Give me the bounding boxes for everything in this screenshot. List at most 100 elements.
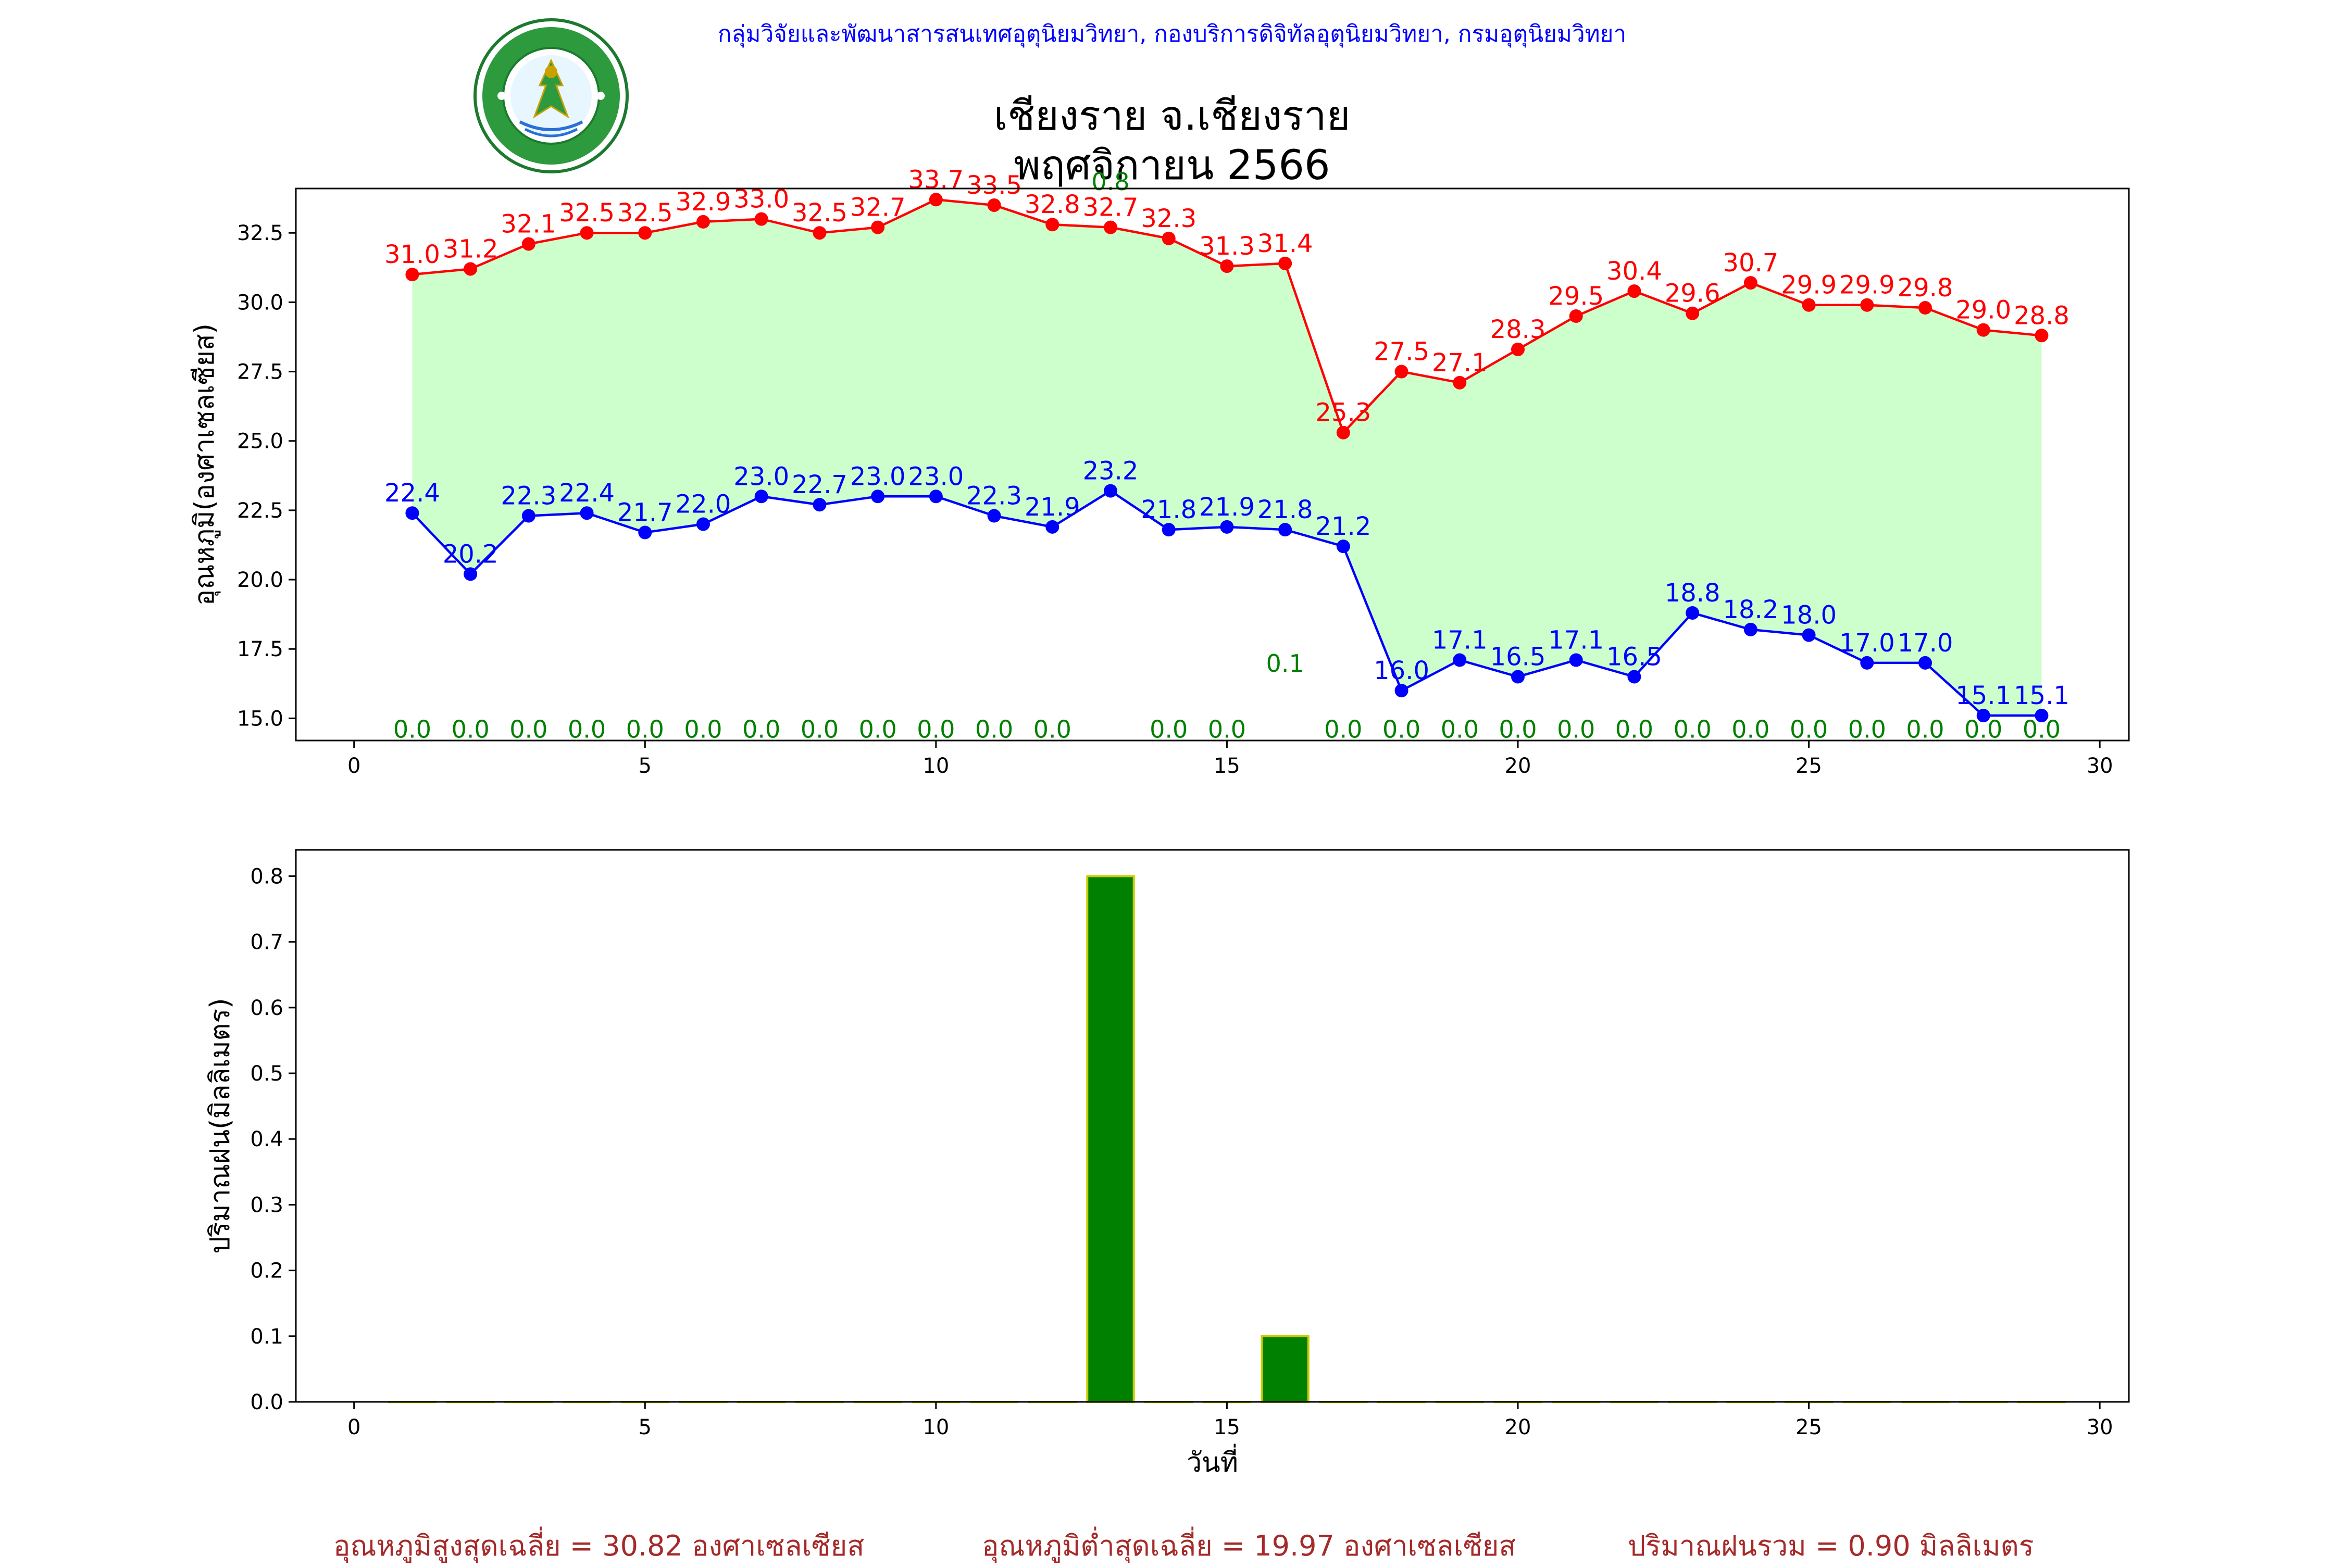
rain-value-label: 0.0: [859, 716, 897, 744]
y-tick-label: 0.3: [250, 1193, 283, 1217]
chart-title-station: เชียงราย จ.เชียงราย: [993, 93, 1351, 140]
y-tick-label: 30.0: [237, 291, 283, 315]
max-temp-label: 29.9: [1839, 271, 1895, 300]
rain-value-label: 0.0: [1499, 716, 1537, 744]
y-tick-label: 0.0: [250, 1390, 283, 1414]
meteorological-department-logo: [473, 18, 629, 173]
rain-value-label: 0.0: [393, 716, 431, 744]
min-temp-label: 21.8: [1257, 495, 1313, 524]
max-temp-label: 32.5: [559, 198, 615, 228]
min-temp-point: [1336, 540, 1350, 554]
min-temp-label: 23.0: [850, 462, 906, 491]
x-tick-label: 0: [347, 754, 360, 778]
max-temp-point: [1918, 301, 1932, 315]
min-temp-label: 22.7: [792, 470, 847, 499]
rain-value-label: 0.0: [1906, 716, 1944, 744]
min-temp-point: [1220, 520, 1234, 534]
min-temp-label: 18.2: [1723, 595, 1778, 624]
max-temp-point: [1220, 259, 1234, 273]
min-temp-label: 18.8: [1665, 579, 1720, 608]
max-temp-point: [754, 212, 768, 226]
y-tick-label: 22.5: [237, 499, 283, 523]
max-temp-label: 31.3: [1199, 232, 1255, 261]
max-temp-point: [464, 262, 478, 276]
min-temp-point: [1743, 622, 1757, 636]
min-temp-point: [1278, 523, 1292, 537]
min-temp-label: 16.5: [1490, 642, 1546, 671]
rain-value-label: 0.0: [1382, 716, 1420, 744]
min-temp-point: [1453, 653, 1467, 667]
max-temp-point: [405, 268, 419, 282]
max-temp-point: [521, 237, 535, 251]
min-temp-point: [580, 506, 594, 520]
y-tick-label: 0.5: [250, 1062, 283, 1086]
min-temp-point: [405, 506, 419, 520]
min-temp-point: [1802, 628, 1816, 642]
summary-avg-max-temp: อุณหภูมิสูงสุดเฉลี่ย = 30.82 องศาเซลเซีย…: [333, 1529, 865, 1562]
min-temp-point: [1569, 653, 1583, 667]
rain-value-label: 0.0: [975, 716, 1013, 744]
rain-value-label: 0.0: [1674, 716, 1712, 744]
x-tick-label: 5: [639, 754, 652, 778]
min-temp-point: [1686, 606, 1700, 620]
min-temp-point: [929, 490, 943, 504]
rain-value-label: 0.0: [801, 716, 839, 744]
summary-total-rain: ปริมาณฝนรวม = 0.90 มิลลิเมตร: [1628, 1529, 2034, 1562]
x-tick-label: 30: [2087, 1415, 2113, 1439]
rain-value-label: 0.0: [1033, 716, 1071, 744]
x-tick-label: 10: [922, 1415, 949, 1439]
max-temp-label: 31.4: [1257, 229, 1313, 258]
temperature-plot: 31.0 22.4 0.0 31.2 20.2 0.0 32.1 22.3 0.0 32.5 22.…: [189, 165, 2130, 778]
x-axis-label: วันที่: [1187, 1444, 1238, 1478]
x-tick-label: 20: [1505, 1415, 1531, 1439]
rain-value-label: 0.0: [1790, 716, 1828, 744]
y-tick-label: 27.5: [237, 360, 283, 384]
chart-title-month: พฤศจิกายน 2566: [1014, 142, 1330, 189]
min-temp-label: 22.3: [966, 482, 1022, 511]
max-temp-label: 27.1: [1432, 348, 1488, 378]
max-temp-point: [987, 198, 1001, 212]
y-tick-label: 17.5: [237, 637, 283, 661]
max-temp-point: [1569, 309, 1583, 323]
max-temp-label: 28.8: [2014, 301, 2069, 330]
rain-value-label: 0.0: [568, 716, 606, 744]
max-temp-point: [929, 193, 943, 207]
max-temp-point: [1860, 298, 1874, 312]
max-temp-label: 31.0: [384, 240, 440, 269]
max-temp-point: [1453, 375, 1467, 390]
max-temp-point: [813, 226, 827, 240]
max-temp-label: 32.5: [617, 198, 673, 228]
min-temp-point: [1976, 709, 1990, 723]
min-temp-label: 21.2: [1315, 512, 1371, 541]
min-temp-label: 21.9: [1025, 493, 1080, 522]
max-temp-label: 33.0: [733, 185, 789, 214]
max-temp-label: 27.5: [1374, 337, 1429, 367]
rain-value-label: 0.0: [742, 716, 780, 744]
x-tick-label: 25: [1796, 1415, 1822, 1439]
max-temp-label: 30.4: [1606, 257, 1662, 286]
min-temp-point: [521, 509, 535, 523]
x-tick-label: 10: [922, 754, 949, 778]
min-temp-label: 16.5: [1606, 642, 1662, 671]
x-tick-label: 5: [639, 1415, 652, 1439]
min-temp-point: [1918, 656, 1932, 670]
max-temp-point: [1743, 276, 1757, 290]
summary-avg-min-temp: อุณหภูมิต่ำสุดเฉลี่ย = 19.97 องศาเซลเซีย…: [982, 1529, 1516, 1562]
rain-value-label: 0.0: [1964, 716, 2002, 744]
max-temp-point: [1511, 342, 1525, 356]
min-temp-label: 15.1: [1955, 681, 2011, 710]
y-tick-label: 20.0: [237, 568, 283, 592]
x-tick-label: 20: [1505, 754, 1531, 778]
min-temp-label: 17.0: [1898, 629, 1953, 658]
max-temp-label: 31.2: [443, 234, 498, 264]
min-temp-point: [1104, 484, 1117, 498]
rain-value-label: 0.0: [1615, 716, 1653, 744]
rainfall-plot: 0 5 10 15 20 25 30 0.0 0.1 0.2 0.3 0.4 0.5 0.6 0.7 0.8 ว…: [205, 849, 2130, 1478]
y-tick-label: 0.6: [250, 996, 283, 1020]
rain-value-label: 0.0: [509, 716, 547, 744]
min-temp-label: 22.4: [559, 479, 615, 508]
rain-value-label: 0.0: [684, 716, 722, 744]
rain-value-label: 0.1: [1266, 649, 1304, 678]
max-temp-point: [2035, 329, 2049, 343]
